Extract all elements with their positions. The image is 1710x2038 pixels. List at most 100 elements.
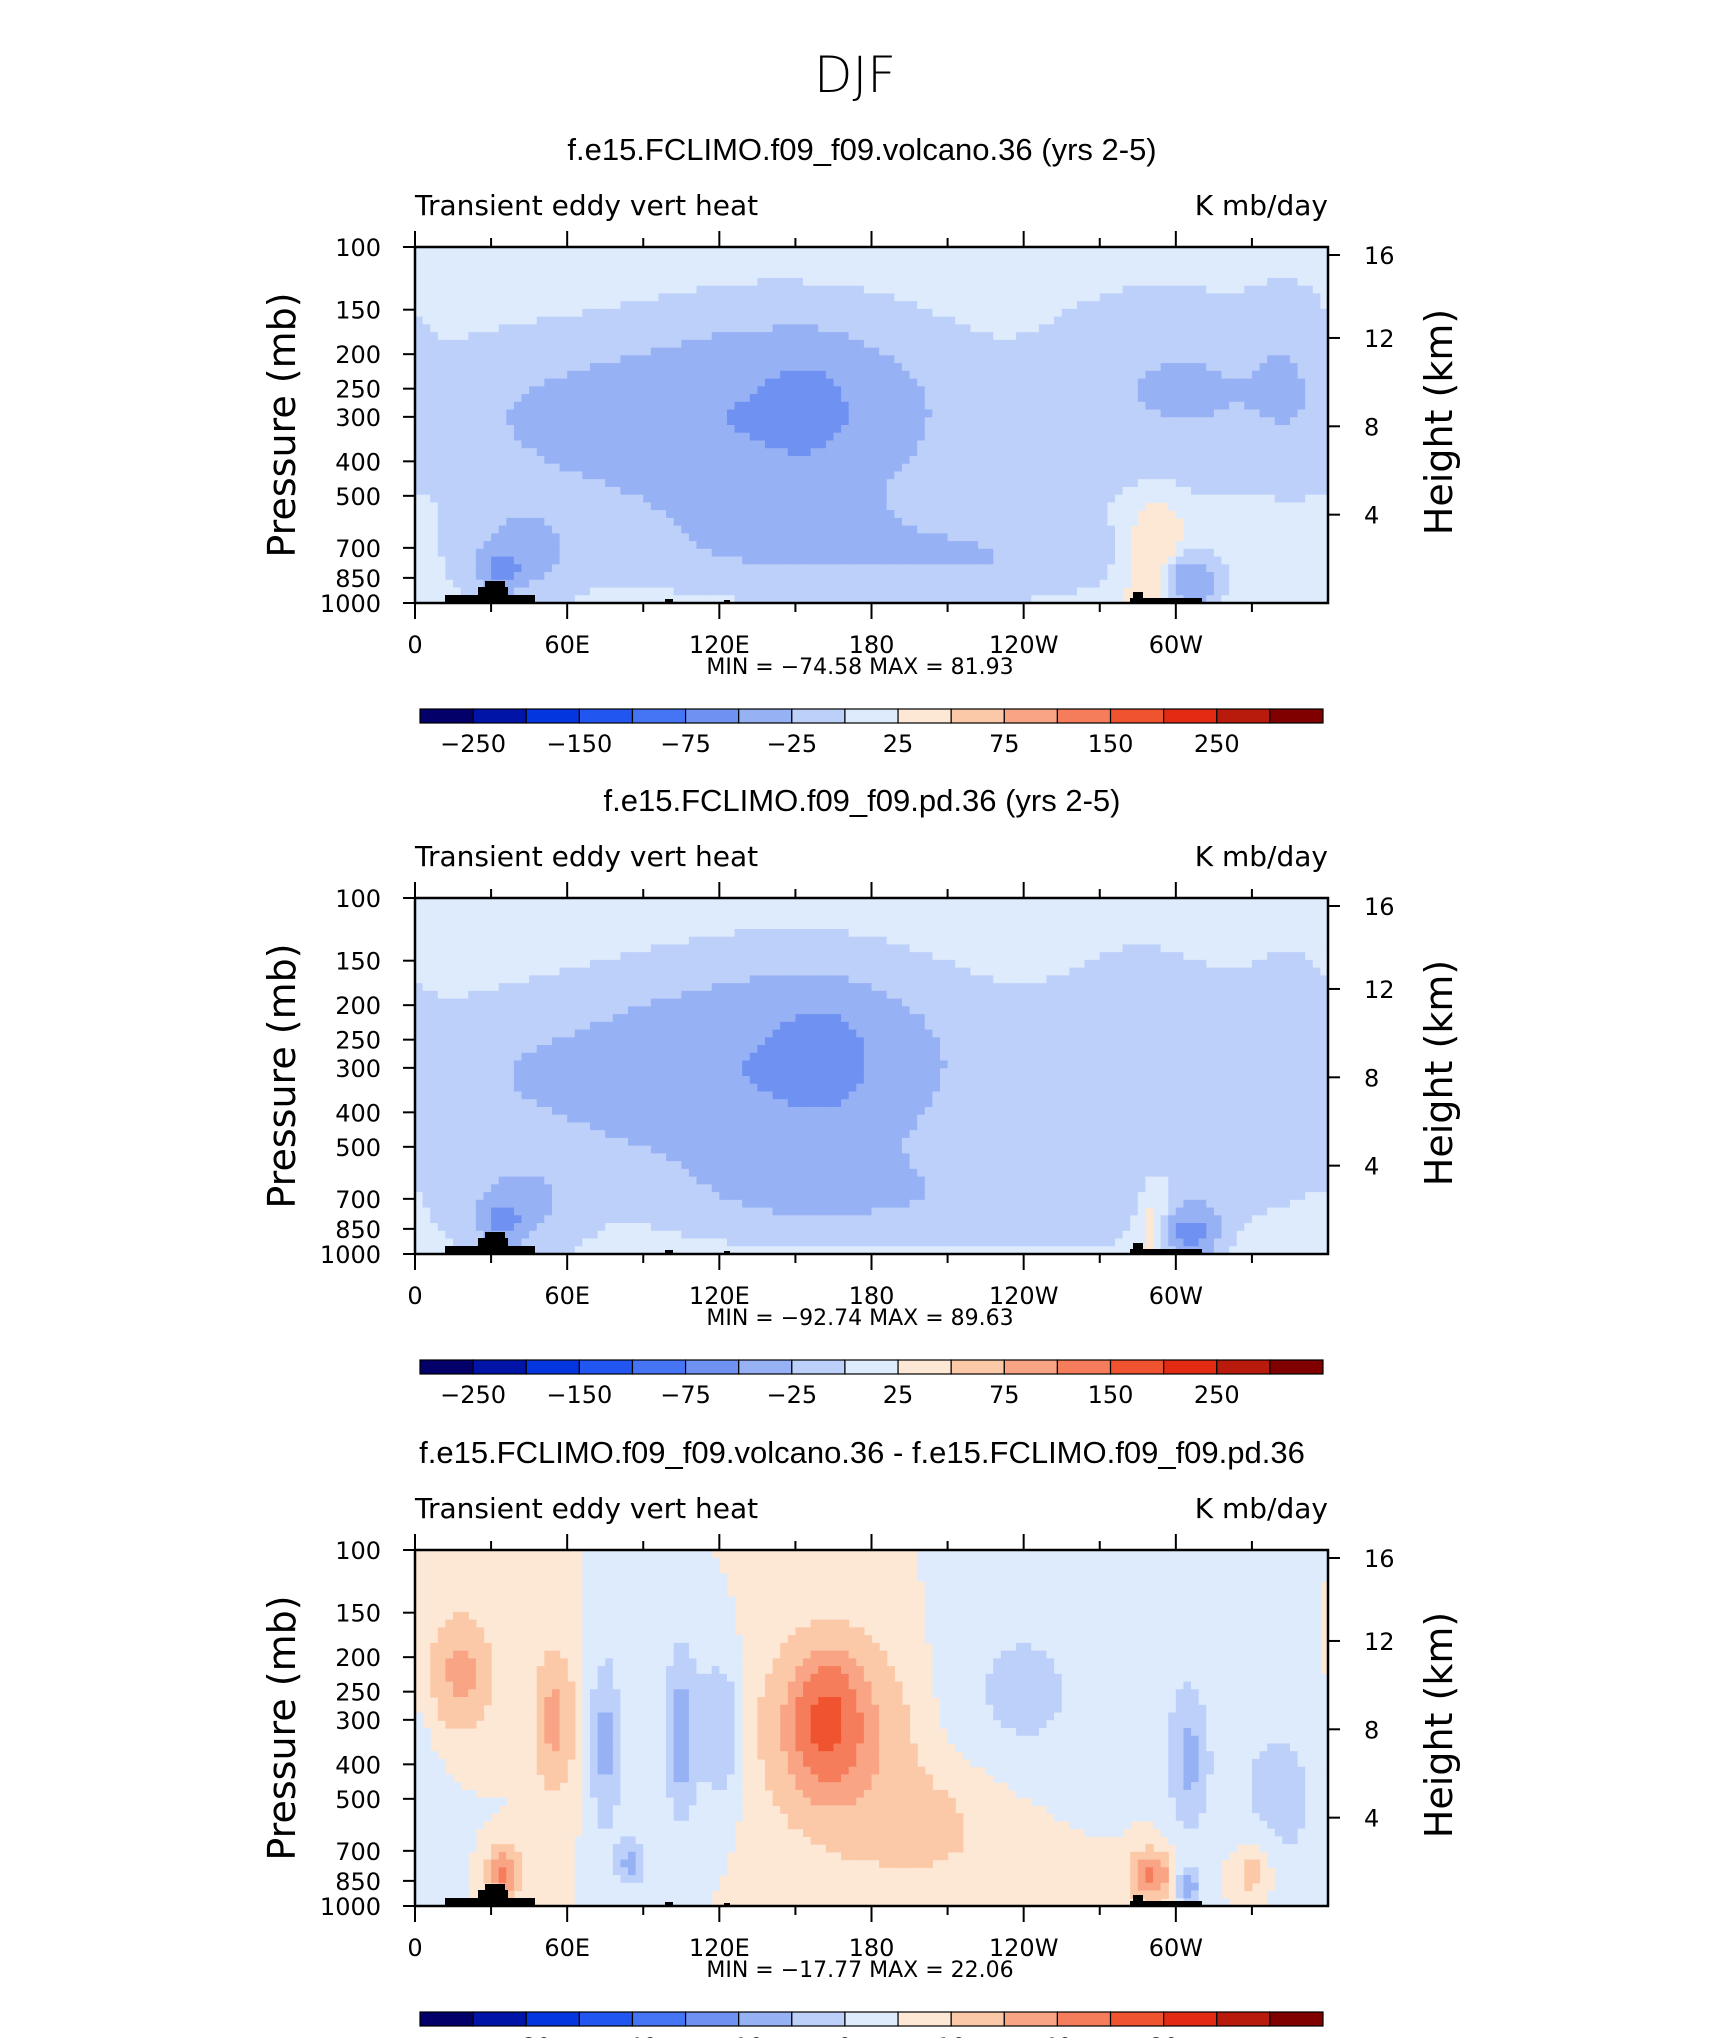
heatmap-cell — [939, 285, 949, 295]
heatmap-cell — [559, 471, 568, 480]
heatmap-cell — [894, 394, 903, 403]
heatmap-cell — [551, 370, 561, 380]
heatmap-cell — [909, 355, 918, 364]
heatmap-cell — [445, 463, 454, 473]
heatmap-cell — [513, 448, 523, 457]
heatmap-cell — [574, 270, 583, 279]
heatmap-cell — [589, 347, 599, 356]
heatmap-cell — [597, 463, 606, 473]
heatmap-cell — [1251, 355, 1261, 364]
heatmap-cell — [1191, 370, 1200, 380]
heatmap-cell — [574, 355, 583, 364]
heatmap-cell — [1191, 262, 1200, 271]
heatmap-cell — [612, 556, 622, 565]
heatmap-cell — [764, 417, 774, 426]
heatmap-cell — [551, 324, 561, 333]
heatmap-cell — [1175, 254, 1185, 264]
heatmap-cell — [978, 386, 987, 395]
heatmap-cell — [810, 533, 819, 542]
heatmap-cell — [666, 285, 675, 295]
heatmap-cell — [909, 556, 918, 565]
heatmap-cell — [635, 370, 644, 380]
heatmap-cell — [1236, 324, 1245, 333]
heatmap-cell — [605, 247, 614, 256]
heatmap-cell — [1023, 548, 1032, 558]
heatmap-cell — [559, 517, 568, 527]
heatmap-cell — [1297, 254, 1306, 264]
heatmap-cell — [742, 270, 751, 279]
heatmap-cell — [1244, 324, 1253, 333]
heatmap-cell — [1191, 432, 1200, 442]
heatmap-cell — [1099, 339, 1108, 349]
heatmap-cell — [513, 517, 523, 527]
heatmap-cell — [1297, 517, 1306, 527]
heatmap-cell — [1061, 301, 1070, 310]
heatmap-cell — [1244, 510, 1253, 519]
heatmap-cell — [1267, 378, 1276, 387]
heatmap-cell — [947, 548, 956, 558]
heatmap-cell — [1236, 270, 1245, 279]
heatmap-cell — [643, 247, 652, 256]
heatmap-cell — [1206, 432, 1215, 442]
heatmap-cell — [529, 308, 538, 318]
heatmap-cell — [939, 525, 949, 534]
heatmap-cell — [1175, 417, 1185, 426]
heatmap-cell — [1137, 308, 1146, 318]
heatmap-cell — [742, 316, 751, 325]
heatmap-cell — [1107, 324, 1116, 333]
heatmap-cell — [1206, 517, 1215, 527]
heatmap-cell — [1183, 486, 1192, 496]
heatmap-cell — [1008, 479, 1017, 488]
heatmap-cell — [1076, 541, 1086, 550]
heatmap-cell — [1183, 262, 1192, 271]
heatmap-cell — [1312, 564, 1321, 573]
heatmap-cell — [430, 347, 439, 356]
heatmap-cell — [1160, 378, 1169, 387]
heatmap-cell — [551, 541, 561, 550]
heatmap-cell — [551, 533, 561, 542]
heatmap-cell — [1130, 254, 1139, 264]
heatmap-cell — [1137, 254, 1146, 264]
heatmap-cell — [1114, 556, 1124, 565]
heatmap-cell — [551, 479, 561, 488]
heatmap-cell — [688, 440, 698, 449]
heatmap-cell — [795, 479, 804, 488]
heatmap-cell — [1076, 486, 1086, 496]
heatmap-cell — [1168, 339, 1177, 349]
heatmap-cell — [1107, 448, 1116, 457]
heatmap-cell — [1016, 378, 1025, 387]
heatmap-cell — [1046, 502, 1055, 511]
heatmap-cell — [886, 533, 895, 542]
heatmap-cell — [901, 254, 911, 264]
heatmap-cell — [445, 355, 454, 364]
heatmap-cell — [833, 332, 842, 341]
heatmap-cell — [1267, 525, 1276, 534]
heatmap-cell — [506, 301, 515, 310]
heatmap-cell — [1251, 254, 1261, 264]
heatmap-cell — [719, 525, 728, 534]
heatmap-cell — [757, 277, 766, 287]
heatmap-cell — [764, 440, 774, 449]
heatmap-cell — [681, 301, 690, 310]
heatmap-cell — [924, 417, 933, 426]
heatmap-cell — [1107, 455, 1116, 465]
heatmap-cell — [422, 471, 431, 480]
heatmap-cell — [1084, 378, 1093, 387]
heatmap-cell — [574, 425, 583, 434]
heatmap-cell — [1168, 347, 1177, 356]
heatmap-cell — [711, 270, 720, 279]
heatmap-cell — [1031, 533, 1040, 542]
heatmap-cell — [605, 510, 614, 519]
heatmap-cell — [947, 541, 956, 550]
heatmap-cell — [1069, 386, 1078, 395]
heatmap-cell — [437, 386, 447, 395]
heatmap-cell — [1084, 347, 1093, 356]
heatmap-cell — [1236, 394, 1245, 403]
heatmap-cell — [589, 378, 599, 387]
heatmap-cell — [1145, 301, 1154, 310]
heatmap-cell — [818, 556, 827, 565]
heatmap-cell — [612, 355, 622, 364]
heatmap-cell — [612, 455, 622, 465]
heatmap-cell — [582, 417, 591, 426]
heatmap-cell — [658, 370, 667, 380]
